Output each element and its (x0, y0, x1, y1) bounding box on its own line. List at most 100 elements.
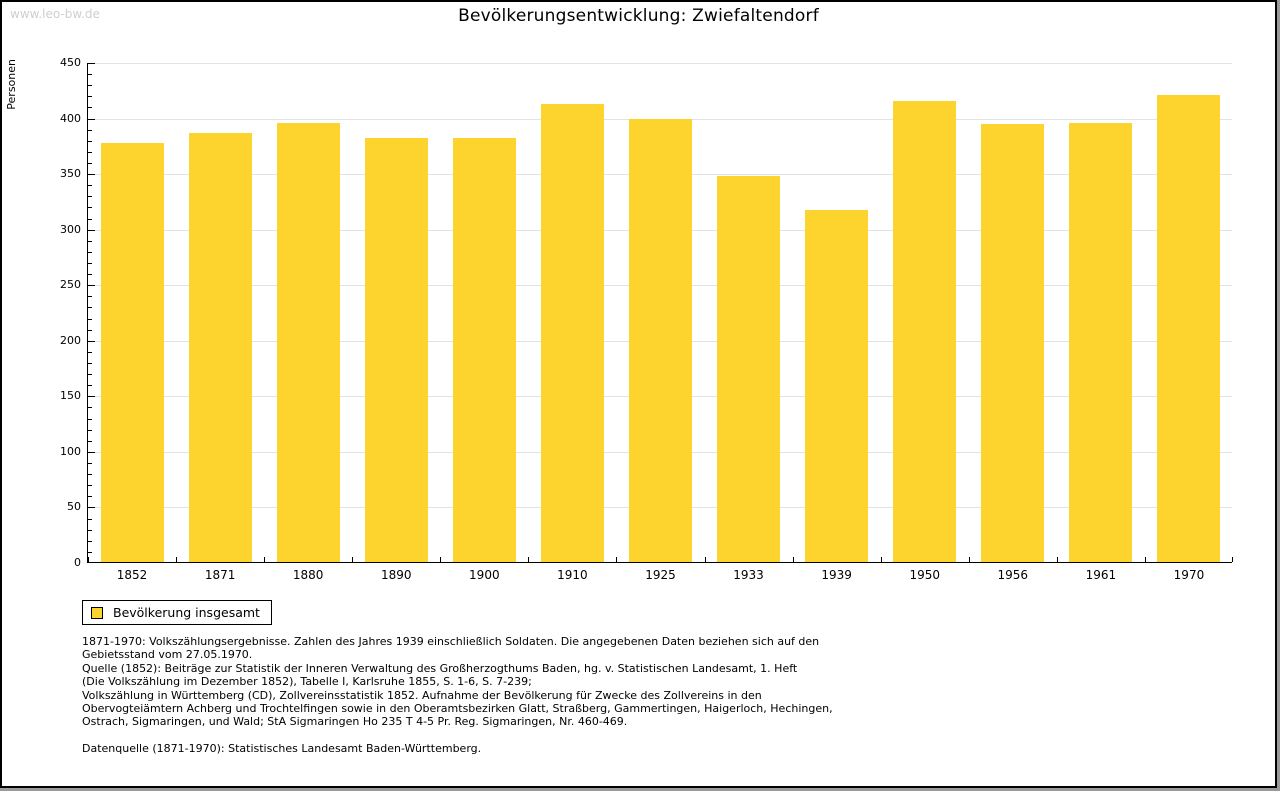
y-tick-label: 200 (60, 333, 81, 347)
footnote-datasource: Datenquelle (1871-1970): Statistisches L… (82, 741, 482, 755)
x-boundary-tick (176, 557, 177, 562)
y-tick-label: 250 (60, 278, 81, 292)
y-tick-label: 450 (60, 56, 81, 69)
x-tick-label: 1900 (469, 568, 500, 582)
x-boundary-tick (616, 557, 617, 562)
y-tick-label: 300 (60, 222, 81, 236)
y-tick-label: 350 (60, 167, 81, 181)
y-minor-tick (88, 307, 92, 309)
y-minor-tick (88, 407, 92, 409)
y-minor-tick (88, 351, 92, 353)
y-minor-tick (88, 496, 92, 498)
bar-1910 (540, 104, 604, 562)
y-minor-tick (88, 274, 92, 276)
y-minor-tick (88, 263, 92, 264)
y-minor-tick (88, 551, 92, 553)
y-minor-tick (88, 129, 92, 131)
bar-1900 (452, 137, 516, 562)
y-minor-tick (88, 463, 92, 464)
y-minor-tick (88, 185, 92, 187)
x-boundary-tick (969, 557, 970, 562)
x-boundary-tick (705, 557, 706, 562)
y-minor-tick (88, 296, 92, 298)
bar-1961 (1069, 123, 1133, 562)
footnote-line: Obervogteiämtern Achberg und Trochtelfin… (82, 702, 833, 716)
x-tick-label: 1956 (997, 568, 1029, 582)
y-minor-tick (88, 529, 92, 531)
y-minor-tick (88, 163, 92, 164)
bar-1939 (805, 209, 869, 562)
y-minor-tick (88, 240, 92, 242)
y-tick-label: 50 (67, 500, 81, 514)
y-minor-tick (88, 474, 92, 476)
y-minor-tick (88, 196, 92, 198)
bar-1933 (717, 176, 781, 562)
x-tick-label: 1890 (380, 568, 412, 582)
y-tick-label: 150 (60, 389, 81, 403)
x-tick-label: 1910 (557, 568, 588, 582)
x-boundary-tick (793, 557, 794, 562)
x-boundary-tick (1232, 557, 1233, 562)
bar-1970 (1157, 95, 1221, 562)
y-major-tick (88, 63, 95, 64)
y-minor-tick (88, 207, 92, 209)
x-boundary-tick (440, 557, 441, 562)
y-major-tick (88, 396, 95, 398)
y-minor-tick (88, 329, 92, 331)
y-major-tick (88, 118, 95, 120)
y-major-tick (88, 285, 95, 287)
y-minor-tick (88, 418, 92, 420)
plot-area: 0 50 100 150 200 250 300 350 400 450 1852 1871 1880 1… (60, 56, 1233, 582)
legend: Bevölkerung insgesamt (82, 600, 272, 625)
y-major-tick (88, 174, 95, 176)
y-minor-tick (88, 540, 92, 542)
x-boundary-tick (1145, 557, 1146, 562)
bar-1950 (893, 100, 957, 562)
x-boundary-tick (88, 557, 89, 562)
legend-label: Bevölkerung insgesamt (113, 605, 260, 620)
y-minor-tick (88, 318, 92, 320)
y-minor-tick (88, 363, 92, 364)
bar-1890 (364, 137, 428, 562)
bar-1956 (981, 124, 1045, 562)
y-minor-tick (88, 374, 92, 376)
y-minor-tick (88, 218, 92, 220)
bar-1925 (629, 118, 692, 562)
y-major-tick (88, 340, 95, 342)
footnote-line: Quelle (1852): Beiträge zur Statistik de… (82, 661, 798, 675)
x-boundary-tick (264, 557, 265, 562)
bar-1871 (188, 133, 252, 562)
footnote-line: 1871-1970: Volkszählungsergebnisse. Zahl… (82, 635, 820, 648)
y-minor-tick (88, 518, 92, 520)
x-boundary-tick (528, 557, 529, 562)
legend-swatch (91, 606, 103, 619)
y-minor-tick (88, 385, 92, 387)
x-tick-label: 1950 (909, 568, 940, 582)
y-minor-tick (88, 429, 92, 431)
bar-1852 (100, 143, 164, 562)
y-minor-tick (88, 140, 92, 142)
x-tick-label: 1925 (645, 568, 676, 582)
y-major-tick (88, 507, 95, 509)
x-boundary-tick (1057, 557, 1058, 562)
y-axis-title: Personen (5, 59, 18, 110)
x-tick-label: 1970 (1173, 568, 1205, 582)
y-minor-tick (88, 485, 92, 487)
footnote-line: Ostrach, Sigmaringen, und Wald; StA Sigm… (82, 715, 628, 729)
y-minor-tick (88, 107, 92, 109)
y-minor-tick (88, 440, 92, 442)
footnote-line: Gebietsstand vom 27.05.1970. (82, 648, 253, 662)
x-boundary-tick (352, 557, 353, 562)
chart-title: Bevölkerungsentwicklung: Zwiefaltendorf (458, 6, 819, 26)
footnotes: 1871-1970: Volkszählungsergebnisse. Zahl… (82, 635, 1202, 755)
bar-1880 (276, 123, 340, 562)
x-tick-label: 1933 (733, 568, 764, 582)
y-minor-tick (88, 96, 92, 98)
x-tick-label: 1961 (1085, 568, 1117, 582)
y-minor-tick (88, 151, 92, 153)
x-boundary-tick (881, 557, 882, 562)
footnote-line: (Die Volkszählung im Dezember 1852), Tab… (82, 675, 532, 689)
y-tick-label: 400 (60, 111, 81, 125)
x-tick-label: 1871 (204, 568, 236, 582)
